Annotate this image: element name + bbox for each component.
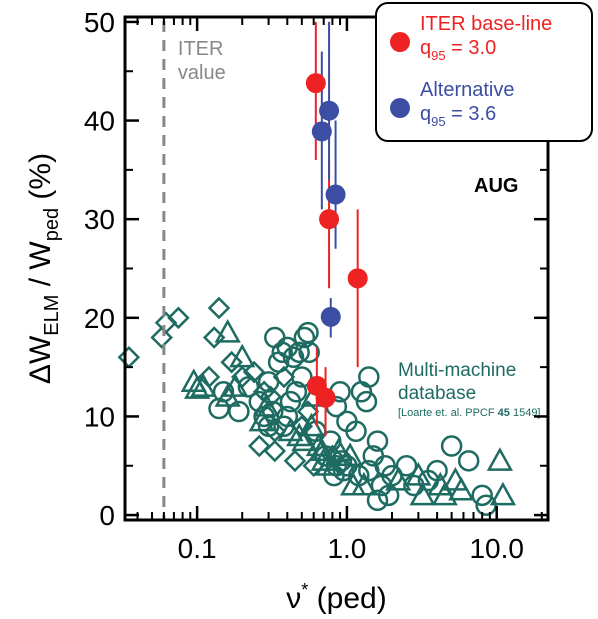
database-diamond-marker [272, 365, 296, 389]
database-triangle-marker [229, 343, 256, 368]
database-diamond-marker [283, 449, 307, 473]
database-triangle-marker [336, 442, 364, 466]
iter-value-label-line2: value [178, 62, 226, 84]
database-circle-marker [345, 420, 367, 442]
alternative-point [325, 184, 346, 205]
x-axis-label: ν* (ped) [286, 580, 386, 615]
database-circle-marker [291, 366, 313, 388]
iter-point [305, 73, 326, 94]
y-tick-label: 40 [84, 106, 115, 137]
database-triangle-marker [385, 466, 412, 491]
x-tick-label: 0.1 [178, 533, 217, 564]
database-circle-marker [298, 341, 320, 364]
database-circle-marker [282, 346, 305, 369]
database-reference: [Loarte et. al. PPCF 45 1549] [398, 407, 541, 419]
y-tick-label: 50 [84, 7, 115, 38]
y-axis-label: ΔWELM / Wped (%) [24, 153, 63, 384]
database-diamond-marker [263, 439, 287, 463]
legend: ITER base-line q95 = 3.0 Alternative q95… [375, 2, 593, 142]
database-circle-marker [366, 489, 389, 512]
y-tick-label: 20 [84, 303, 115, 334]
database-triangle-marker [350, 471, 378, 496]
database-circle-marker [330, 450, 353, 472]
database-triangle-marker [448, 476, 475, 501]
database-circle-marker [332, 459, 355, 482]
database-circle-marker [279, 390, 302, 413]
database-diamond-marker [230, 365, 254, 389]
database-circle-marker [350, 381, 373, 403]
database-diamond-marker [242, 360, 266, 384]
x-tick-label: 1.0 [327, 533, 366, 564]
database-circle-marker [366, 430, 389, 452]
database-circle-marker [293, 326, 316, 349]
database-circle-marker [440, 435, 463, 457]
iter-point [347, 268, 368, 289]
legend-label-alternative: Alternative [420, 79, 515, 101]
legend-marker-iter [390, 32, 410, 52]
database-circle-marker [288, 341, 310, 364]
database-circle-marker [471, 484, 493, 507]
database-circle-marker [264, 326, 286, 349]
database-diamond-marker [259, 385, 282, 408]
database-triangle-marker [183, 375, 211, 399]
database-triangle-marker [431, 481, 458, 506]
database-diamond-marker [207, 296, 231, 320]
database-reference-volume: 45 [498, 407, 510, 419]
database-diamond-marker [202, 326, 226, 349]
legend-q95-alternative: q95 = 3.6 [420, 103, 496, 129]
database-circle-marker [355, 390, 378, 413]
axes: 0 10 20 30 40 50 0.1 1.0 10.0 [84, 7, 548, 564]
alternative-point [319, 100, 340, 121]
database-circle-marker [358, 366, 380, 388]
database-diamond-marker [167, 306, 190, 330]
iter-point [315, 387, 336, 408]
database-circle-marker [208, 397, 230, 420]
aug-points [305, 73, 368, 408]
legend-marker-alternative [390, 98, 410, 118]
database-triangle-marker [489, 481, 517, 506]
database-diamond-marker [197, 365, 221, 389]
database-circle-marker [457, 450, 480, 472]
legend-box [375, 2, 593, 142]
database-circle-marker [253, 405, 275, 428]
database-diamond-marker [150, 326, 173, 349]
database-diamond-marker [302, 454, 325, 478]
database-diamond-marker [117, 345, 141, 369]
legend-q95-iter: q95 = 3.0 [420, 37, 496, 63]
database-circle-marker [228, 400, 250, 423]
alternative-point [311, 121, 332, 142]
database-diamond-marker [220, 350, 243, 374]
alternative-point [320, 306, 341, 327]
iter-value-label-line1: ITER [178, 38, 224, 60]
database-title-line2: database [398, 383, 476, 404]
database-triangle-marker [214, 319, 241, 343]
y-tick-label: 10 [84, 401, 115, 432]
x-tick-label: 10.0 [469, 533, 524, 564]
database-reference-pre: [Loarte et. al. PPCF [398, 407, 498, 419]
legend-label-iter: ITER base-line [420, 13, 552, 35]
y-tick-label: 30 [84, 204, 115, 235]
database-title-line1: Multi-machine [398, 360, 516, 381]
database-points [117, 296, 517, 516]
iter-point [319, 209, 340, 230]
database-triangle-marker [486, 447, 514, 471]
database-reference-post: 1549] [510, 407, 541, 419]
y-tick-label: 0 [99, 500, 115, 531]
database-circle-marker [395, 455, 418, 477]
database-circle-marker [297, 321, 319, 344]
database-diamond-marker [248, 434, 271, 458]
aug-label: AUG [474, 175, 518, 197]
